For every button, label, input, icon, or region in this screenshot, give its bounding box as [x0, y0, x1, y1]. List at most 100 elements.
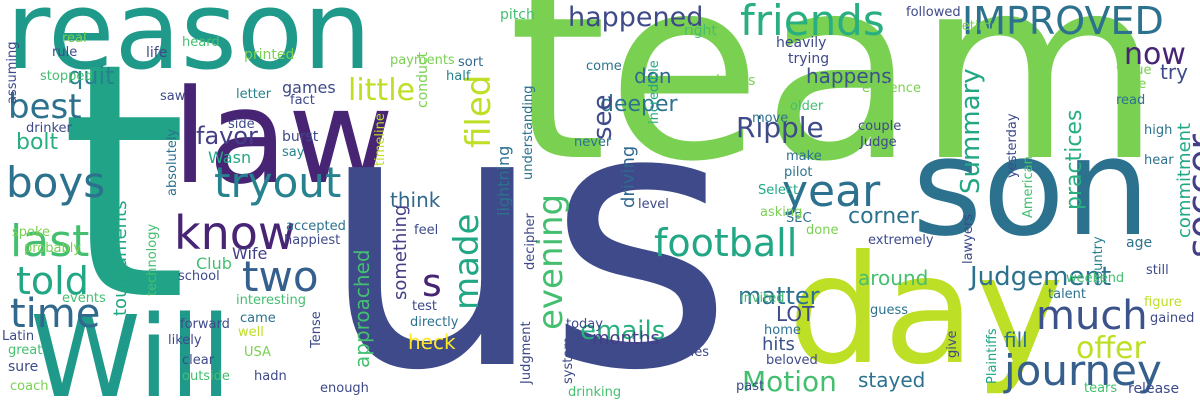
word-evidence: evidence: [862, 81, 921, 96]
word-now: now: [1124, 37, 1186, 72]
word-drinker: drinker: [26, 121, 72, 136]
word-don: don: [634, 64, 672, 88]
word-driving: driving: [618, 145, 639, 208]
word-think: think: [390, 188, 441, 212]
word-great: great: [8, 343, 43, 358]
word-interesting: interesting: [236, 293, 306, 308]
word-decipher: decipher: [523, 213, 538, 270]
word-followed: followed: [906, 5, 961, 20]
word-gained: gained: [1150, 311, 1195, 326]
word-tryout: tryout: [214, 158, 342, 207]
word-will: Will: [30, 293, 232, 400]
word-deeper: deeper: [600, 92, 678, 117]
word-give: give: [945, 330, 960, 358]
word-release: release: [1128, 381, 1180, 397]
word-lawyers: lawyers: [961, 213, 976, 264]
word-lot: LOT: [776, 302, 815, 326]
word-motion: Motion: [742, 365, 837, 398]
word-feel: feel: [414, 223, 439, 238]
word-life: life: [146, 45, 168, 61]
word-two: two: [242, 252, 319, 301]
word-come: come: [586, 59, 622, 74]
word-see: see: [588, 94, 618, 140]
word-real: real: [62, 31, 87, 46]
word-judgment: Judgment: [519, 321, 534, 384]
word-side: side: [228, 117, 255, 132]
word-team: team: [508, 0, 1162, 217]
word-judge: Judge: [860, 135, 897, 150]
word-absolutely: absolutely: [165, 128, 180, 196]
word-reason: reason: [6, 0, 372, 94]
word-wife: Wife: [232, 244, 268, 263]
word-timeline: timeline: [373, 113, 388, 166]
word-came: came: [240, 311, 276, 326]
word-wasn: Wasn: [208, 148, 252, 167]
word-improved: IMPROVED: [962, 0, 1164, 43]
word-quit: quit: [68, 62, 115, 90]
word-hear: hear: [1144, 153, 1174, 168]
word-ago: ago: [484, 213, 509, 228]
word-heavily: heavily: [776, 35, 827, 51]
word-couple: couple: [858, 119, 902, 134]
word-fact: fact: [290, 93, 315, 108]
word-elite: elite: [1118, 77, 1147, 92]
word-understanding: understanding: [521, 85, 536, 180]
word-level: level: [638, 197, 669, 212]
word-offer: offer: [1076, 331, 1146, 366]
word-past: past: [736, 379, 765, 394]
word-printed: printed: [244, 47, 295, 63]
word-forward: forward: [180, 317, 230, 332]
word-clear: clear: [182, 353, 215, 368]
word-school: school: [178, 269, 220, 284]
word-lifetime: lifetime: [950, 19, 1000, 34]
word-t: t: [60, 0, 188, 372]
word-happened: happened: [568, 2, 704, 33]
word-law: law: [172, 61, 395, 213]
word-stayed: stayed: [858, 368, 926, 392]
word-club: Club: [196, 254, 232, 273]
word-probably: probably: [24, 241, 82, 256]
word-weekend: weekend: [1066, 271, 1125, 286]
word-little: little: [348, 73, 415, 108]
word-us: us: [318, 30, 734, 400]
word-heard: heard: [182, 35, 220, 50]
word-beloved: beloved: [766, 353, 818, 368]
word-lightning: lightning: [494, 145, 513, 216]
word-matter: matter: [738, 282, 820, 310]
word-likely: likely: [168, 333, 202, 348]
word-friends: friends: [740, 0, 885, 45]
word-happiest: happiest: [284, 233, 341, 248]
word-last: last: [10, 216, 90, 267]
word-commitment: commitment: [1174, 122, 1195, 238]
word-emails: emails: [580, 316, 666, 346]
word-sec: SEC: [786, 211, 812, 226]
word-conduct: conduct: [415, 51, 431, 108]
word-bolt: bolt: [16, 130, 59, 155]
word-hadn: hadn: [254, 369, 287, 384]
word-read: read: [1116, 93, 1146, 108]
word-approached: approached: [350, 249, 374, 368]
word-boys: boys: [6, 158, 106, 207]
word-told: told: [16, 259, 89, 303]
word-journey: journey: [1004, 346, 1162, 395]
word-older: older: [790, 99, 824, 114]
word-usa: USA: [244, 345, 271, 360]
word-sort: sort: [458, 55, 484, 70]
word-american: American: [1021, 156, 1036, 218]
word-day: day: [788, 224, 1064, 398]
word-asking: asking: [760, 205, 803, 220]
word-s: s: [422, 261, 442, 305]
word-events: events: [62, 291, 106, 306]
word-son: son: [912, 109, 1151, 266]
word-payments: payments: [390, 53, 455, 68]
word-much: much: [1036, 293, 1148, 339]
word-filed: filed: [459, 74, 499, 148]
word-make: make: [786, 149, 822, 164]
word-around: around: [858, 266, 929, 290]
word-value: value: [1116, 63, 1152, 78]
word-fill: fill: [1004, 328, 1028, 352]
word-high: high: [1144, 123, 1173, 138]
word-drinking: drinking: [568, 385, 622, 400]
word-directly: directly: [410, 315, 459, 330]
